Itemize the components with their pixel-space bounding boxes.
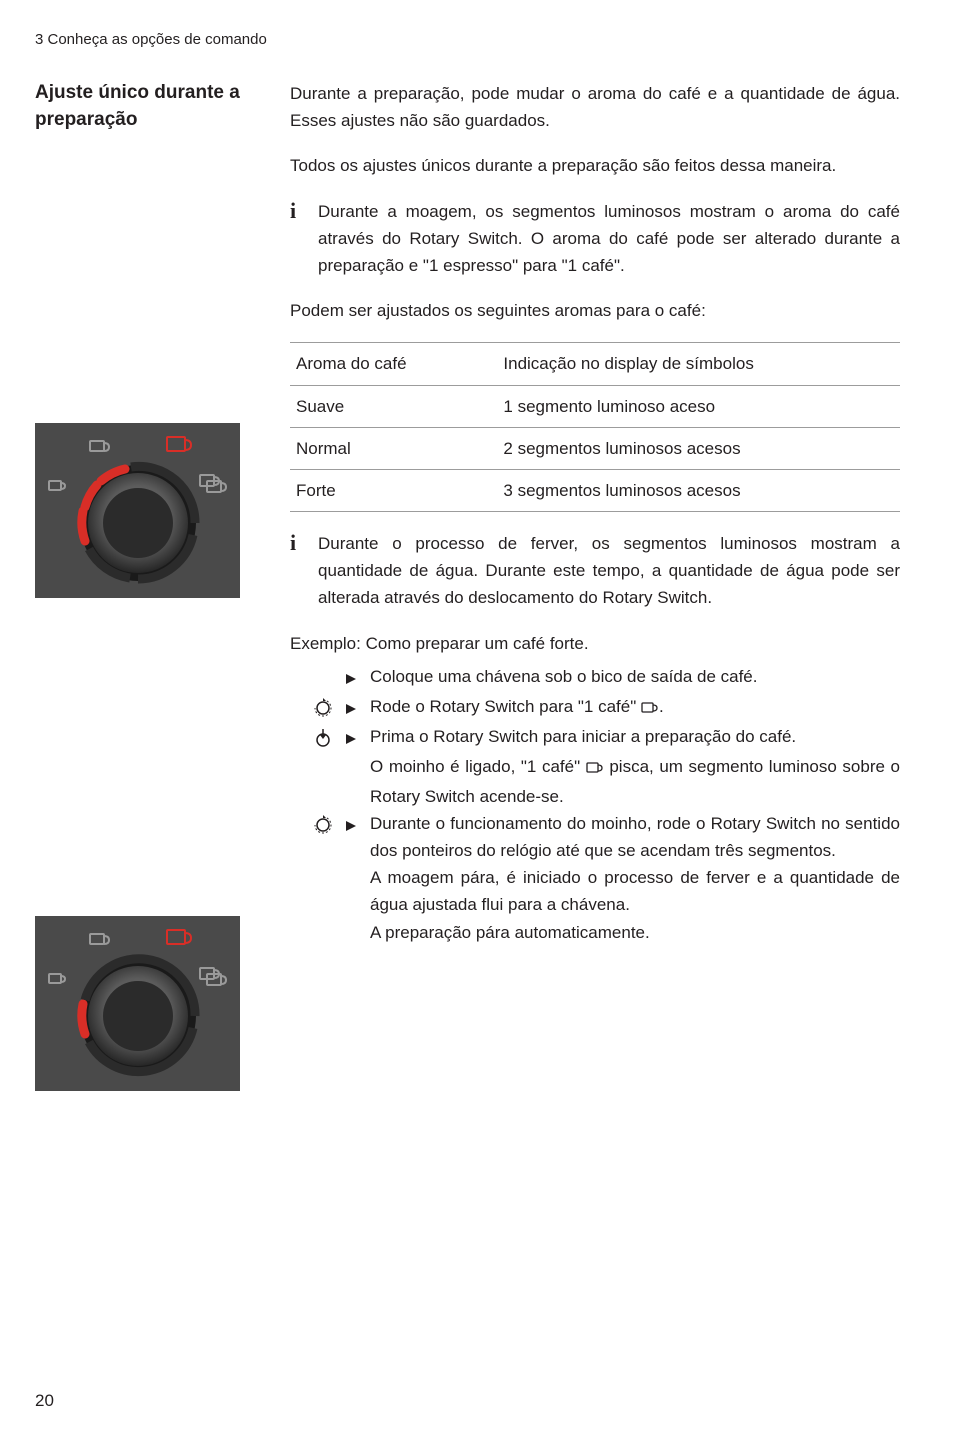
page-number: 20 [35,1387,54,1414]
step-4-cont2: A preparação pára automaticamente. [310,919,900,946]
press-icon [310,723,336,749]
rotate-icon [310,693,336,719]
section-header: 3 Conheça as opções de comando [35,28,900,52]
cup-icon [586,755,604,782]
triangle-icon [346,810,360,840]
rotate-icon [310,810,336,836]
aroma-table: Aroma do café Indicação no display de sí… [290,342,900,512]
info-icon: i [290,198,304,280]
step-2: Rode o Rotary Switch para "1 café" . [310,693,900,723]
triangle-icon [346,723,360,753]
triangle-icon [346,663,360,693]
step-3: Prima o Rotary Switch para iniciar a pre… [310,723,900,753]
info-icon: i [290,530,304,612]
dial-illustration-1 [35,423,260,606]
paragraph-2: Todos os ajustes únicos durante a prepar… [290,152,900,179]
sidebar-title: Ajuste único durante a preparação [35,80,260,133]
cup-icon [641,695,659,722]
table-row: Suave 1 segmento luminoso aceso [290,385,900,427]
table-row: Aroma do café Indicação no display de sí… [290,343,900,385]
dial-illustration-2 [35,916,260,1099]
step-4: Durante o funcionamento do moinho, rode … [310,810,900,864]
info-block-1: i Durante a moagem, os segmentos luminos… [290,198,900,280]
info-block-2: i Durante o processo de ferver, os segme… [290,530,900,612]
table-intro: Podem ser ajustados os seguintes aromas … [290,297,900,324]
example-title: Exemplo: Como preparar um café forte. [290,630,900,657]
step-4-cont1: A moagem pára, é iniciado o processo de … [310,864,900,918]
step-1: Coloque uma chávena sob o bico de saída … [310,663,900,693]
table-row: Forte 3 segmentos luminosos acesos [290,469,900,511]
triangle-icon [346,693,360,723]
step-3-cont: O moinho é ligado, "1 café" pisca, um se… [310,753,900,809]
table-row: Normal 2 segmentos luminosos acesos [290,427,900,469]
paragraph-1: Durante a preparação, pode mudar o aroma… [290,80,900,134]
